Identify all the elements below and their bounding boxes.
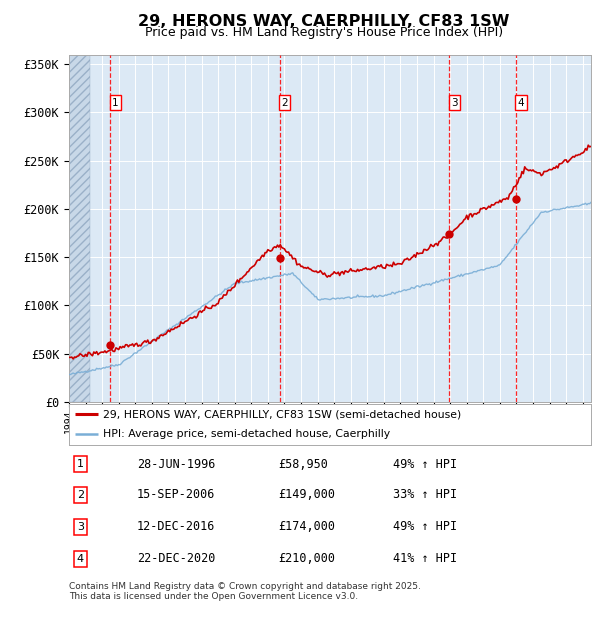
Text: £58,950: £58,950 — [278, 458, 328, 471]
Text: 15-SEP-2006: 15-SEP-2006 — [137, 489, 215, 502]
Text: 29, HERONS WAY, CAERPHILLY, CF83 1SW: 29, HERONS WAY, CAERPHILLY, CF83 1SW — [139, 14, 509, 29]
Text: £174,000: £174,000 — [278, 520, 335, 533]
Text: 49% ↑ HPI: 49% ↑ HPI — [392, 458, 457, 471]
Text: £149,000: £149,000 — [278, 489, 335, 502]
Text: 4: 4 — [77, 554, 84, 564]
Text: 33% ↑ HPI: 33% ↑ HPI — [392, 489, 457, 502]
Text: 49% ↑ HPI: 49% ↑ HPI — [392, 520, 457, 533]
Text: 29, HERONS WAY, CAERPHILLY, CF83 1SW (semi-detached house): 29, HERONS WAY, CAERPHILLY, CF83 1SW (se… — [103, 409, 461, 420]
Text: Contains HM Land Registry data © Crown copyright and database right 2025.
This d: Contains HM Land Registry data © Crown c… — [69, 582, 421, 601]
Text: HPI: Average price, semi-detached house, Caerphilly: HPI: Average price, semi-detached house,… — [103, 428, 390, 439]
Text: 12-DEC-2016: 12-DEC-2016 — [137, 520, 215, 533]
Text: 3: 3 — [77, 522, 84, 532]
Text: 1: 1 — [112, 98, 119, 108]
Text: 1: 1 — [77, 459, 84, 469]
Text: 2: 2 — [77, 490, 84, 500]
Text: 22-DEC-2020: 22-DEC-2020 — [137, 552, 215, 565]
Text: 28-JUN-1996: 28-JUN-1996 — [137, 458, 215, 471]
Text: Price paid vs. HM Land Registry's House Price Index (HPI): Price paid vs. HM Land Registry's House … — [145, 26, 503, 38]
Text: 3: 3 — [451, 98, 458, 108]
Text: 41% ↑ HPI: 41% ↑ HPI — [392, 552, 457, 565]
Text: £210,000: £210,000 — [278, 552, 335, 565]
Text: 2: 2 — [281, 98, 288, 108]
Text: 4: 4 — [518, 98, 524, 108]
